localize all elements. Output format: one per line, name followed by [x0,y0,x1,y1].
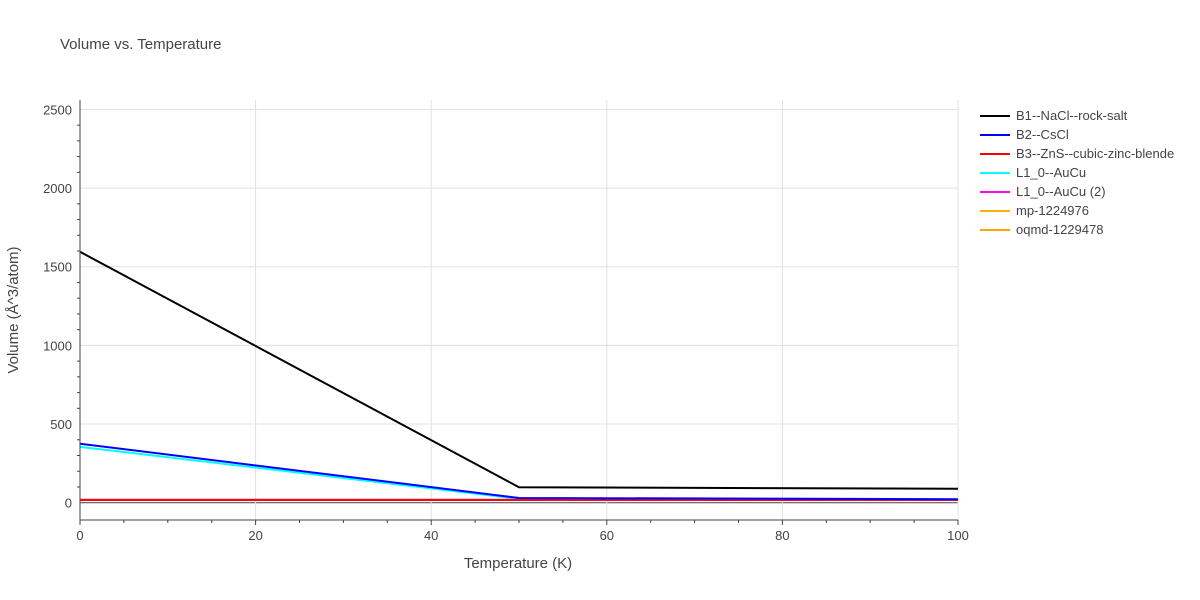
legend-item[interactable]: B2--CsCl [980,125,1174,144]
legend-swatch [980,228,1010,231]
x-tick-label: 100 [947,528,969,543]
x-tick-label: 40 [424,528,438,543]
legend-swatch [980,114,1010,117]
legend-label: oqmd-1229478 [1016,222,1104,237]
x-tick-label: 80 [775,528,789,543]
legend-swatch [980,171,1010,174]
y-tick-label: 2000 [43,181,72,196]
legend-swatch [980,133,1010,136]
legend-item[interactable]: mp-1224976 [980,201,1174,220]
x-axis-label: Temperature (K) [464,555,572,572]
legend-item[interactable]: B3--ZnS--cubic-zinc-blende [980,144,1174,163]
y-tick-label: 1000 [43,338,72,353]
series-line [79,250,959,490]
legend-label: mp-1224976 [1016,203,1089,218]
x-tick-label: 60 [600,528,614,543]
legend-swatch [980,209,1010,212]
legend-label: B3--ZnS--cubic-zinc-blende [1016,146,1175,161]
series-line [79,445,959,501]
legend: B1--NaCl--rock-salt B2--CsCl B3--ZnS--cubi… [980,106,1174,239]
series-lines [79,250,959,502]
legend-label: L1_0--AuCu [1016,165,1087,180]
y-tick-label: 1500 [43,260,72,275]
legend-label: B2--CsCl [1016,127,1069,142]
grid-lines [80,100,959,520]
x-tick-label: 0 [76,528,83,543]
x-tick-label: 20 [248,528,262,543]
series-line [79,442,959,501]
legend-swatch [980,152,1010,155]
legend-item[interactable]: oqmd-1229478 [980,220,1174,239]
chart-title: Volume vs. Temperature [60,36,222,53]
y-tick-label: 500 [50,417,72,432]
y-tick-label: 0 [65,496,72,511]
legend-item[interactable]: L1_0--AuCu [980,163,1174,182]
axes: 0 500 1000 1500 2000 2500 0 20 40 60 80 100 [43,100,969,543]
y-axis-label: Volume (Å^3/atom) [5,246,22,373]
legend-label: L1_0--AuCu (2) [1016,184,1106,199]
legend-item[interactable]: B1--NaCl--rock-salt [980,106,1174,125]
legend-item[interactable]: L1_0--AuCu (2) [980,182,1174,201]
y-tick-label: 2500 [43,102,72,117]
legend-swatch [980,190,1010,193]
legend-label: B1--NaCl--rock-salt [1016,108,1128,123]
